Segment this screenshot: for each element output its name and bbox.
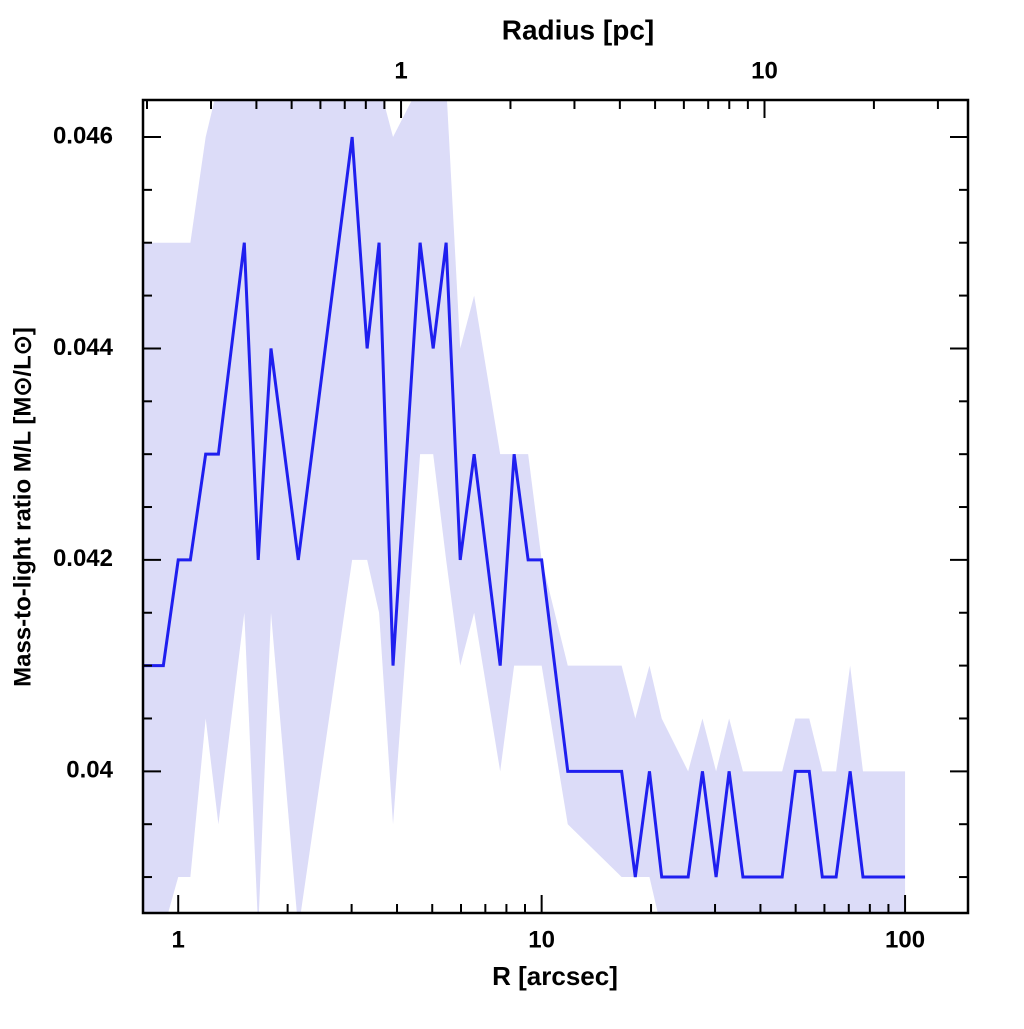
x-tick-label: 10 — [528, 926, 555, 953]
x-axis-label: R [arcsec] — [492, 961, 618, 991]
x2-tick-label: 1 — [394, 57, 407, 84]
y-tick-label: 0.04 — [66, 757, 113, 784]
top-axis-title: Radius [pc] — [502, 14, 654, 45]
y-tick-label: 0.042 — [53, 545, 113, 572]
confidence-band — [143, 100, 906, 913]
plot-area — [143, 100, 906, 913]
x-tick-label: 100 — [885, 926, 925, 953]
y-axis-label: Mass-to-light ratio M/L [M⊙/L⊙] — [9, 327, 36, 687]
x2-tick-label: 10 — [751, 57, 778, 84]
x-tick-label: 1 — [172, 926, 185, 953]
y-tick-label: 0.046 — [53, 122, 113, 149]
data-line — [143, 136, 906, 879]
y-tick-label: 0.044 — [53, 334, 114, 361]
